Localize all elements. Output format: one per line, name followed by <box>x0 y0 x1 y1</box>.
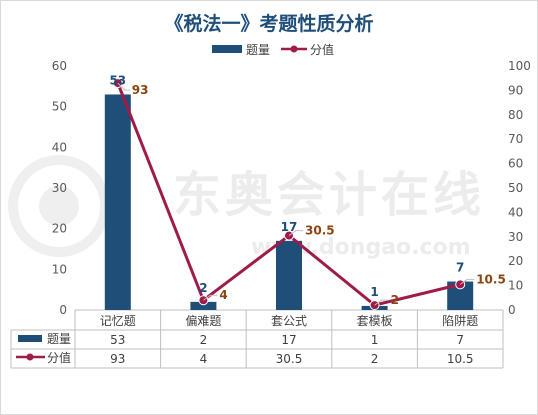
y-right-tick-label: 70 <box>508 132 523 146</box>
y-right-tick-label: 90 <box>508 83 523 97</box>
y-right-tick-label: 80 <box>508 108 523 122</box>
line-data-label: 4 <box>219 288 227 302</box>
y-axis-right-ticks: 0 10 20 30 40 50 60 70 80 90 100 <box>508 59 531 317</box>
bar <box>276 240 302 310</box>
watermark-logo-icon <box>8 155 110 257</box>
table-line-marker <box>26 353 34 361</box>
line-label-leader <box>117 82 130 91</box>
table-cell: 7 <box>456 333 464 347</box>
line-label-leader <box>374 299 389 306</box>
table-cell: 53 <box>110 333 125 347</box>
table-cell: 4 <box>200 352 208 366</box>
table-cell: 1 <box>371 333 379 347</box>
y-right-tick-label: 20 <box>508 254 523 268</box>
line-data-labels: 93 4 30.5 2 10.5 <box>117 82 506 307</box>
category-label: 套公式 <box>271 314 307 328</box>
chart-title: 《税法一》考题性质分析 <box>164 12 373 35</box>
data-table-grid <box>10 309 504 369</box>
category-labels: 记忆题 偏难题 套公式 套模板 陷阱题 <box>100 313 478 328</box>
line-data-label: 30.5 <box>305 224 335 238</box>
table-row-label: 分值 <box>47 350 71 365</box>
category-label: 记忆题 <box>100 314 136 328</box>
table-cell: 10.5 <box>447 352 474 366</box>
legend-bar-swatch <box>212 45 242 53</box>
table-cell: 2 <box>200 333 208 347</box>
y-right-tick-label: 100 <box>508 59 531 73</box>
table-row-bar: 题量 53 2 17 1 7 <box>18 332 464 347</box>
y-right-tick-label: 10 <box>508 279 523 293</box>
y-right-tick-label: 30 <box>508 230 523 244</box>
data-table: 记忆题 偏难题 套公式 套模板 陷阱题 题量 53 2 17 1 7 分值 93 4 30.5 2 10… <box>16 313 478 366</box>
table-row-line: 分值 93 4 30.5 2 10.5 <box>16 350 474 366</box>
table-cell: 93 <box>110 352 125 366</box>
y-left-tick-label: 40 <box>52 140 67 154</box>
y-right-tick-label: 0 <box>508 303 516 317</box>
legend: 题量 分值 <box>212 42 334 57</box>
line-data-label: 2 <box>391 293 399 307</box>
y-left-tick-label: 0 <box>59 303 67 317</box>
bar-data-label: 53 <box>109 73 126 87</box>
category-label: 偏难题 <box>185 313 221 328</box>
legend-line-marker <box>290 45 298 53</box>
y-left-tick-label: 30 <box>52 181 67 195</box>
table-row-label: 题量 <box>47 332 71 346</box>
watermark: 东奥会计在线 www.dongao.com <box>8 155 485 260</box>
y-left-tick-label: 50 <box>52 100 67 114</box>
bar-data-label: 17 <box>281 220 298 234</box>
table-bar-swatch <box>18 335 42 342</box>
bar <box>190 301 217 310</box>
line-label-leader <box>203 294 218 301</box>
bar-data-label: 1 <box>370 285 378 299</box>
y-right-tick-label: 50 <box>508 181 523 195</box>
bar <box>104 94 131 310</box>
line-label-leader <box>288 230 303 236</box>
line-label-leader <box>459 278 475 285</box>
legend-line-label: 分值 <box>310 42 334 57</box>
table-cell: 17 <box>281 333 296 347</box>
bar-data-label: 7 <box>456 261 464 275</box>
category-label: 陷阱题 <box>442 313 478 328</box>
y-axis-left-ticks: 0 10 20 30 40 50 60 <box>52 59 67 317</box>
legend-bar-label: 题量 <box>246 43 270 57</box>
y-right-tick-label: 40 <box>508 205 523 219</box>
bar-data-label: 2 <box>199 281 207 295</box>
y-left-tick-label: 60 <box>52 59 67 73</box>
line-data-label: 93 <box>132 83 149 97</box>
table-cell: 30.5 <box>276 352 303 366</box>
y-left-tick-label: 20 <box>52 222 67 236</box>
category-label: 套模板 <box>357 314 393 328</box>
table-cell: 2 <box>371 352 379 366</box>
line-data-label: 10.5 <box>476 272 506 286</box>
y-right-tick-label: 60 <box>508 157 523 171</box>
watermark-brand: 东奥会计在线 <box>173 167 485 223</box>
y-left-tick-label: 10 <box>52 262 67 276</box>
